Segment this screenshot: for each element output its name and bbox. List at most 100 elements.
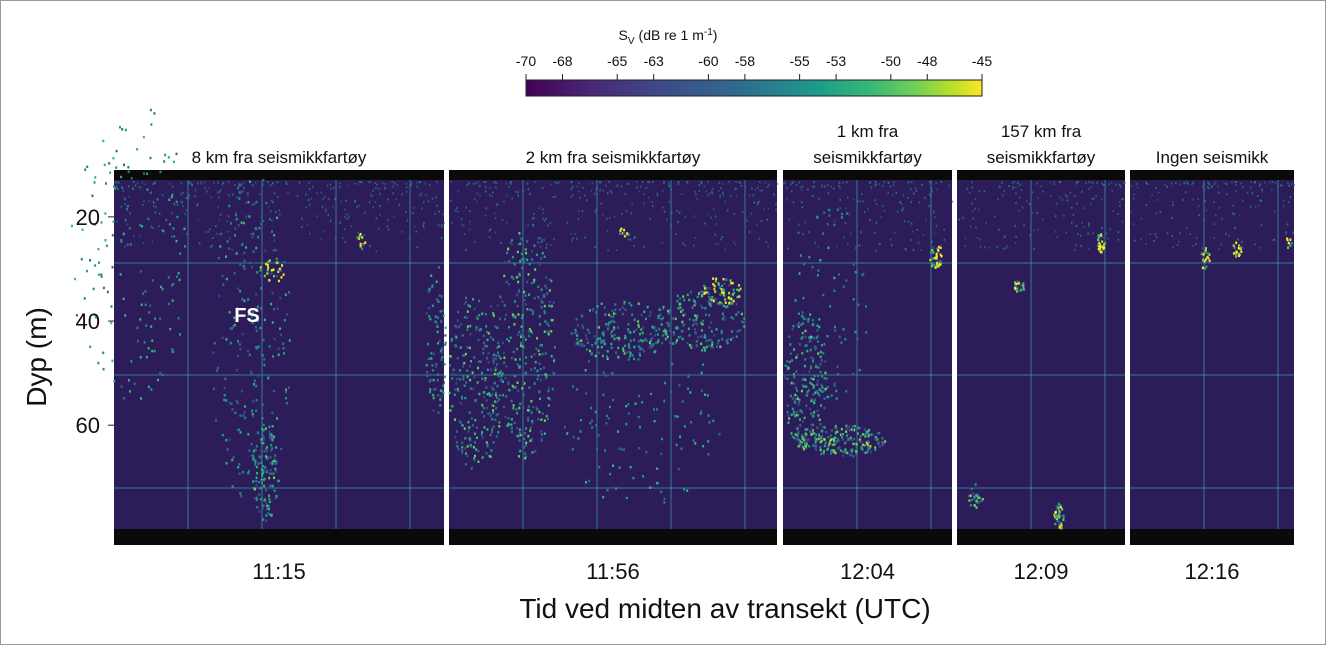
speckle	[1002, 247, 1005, 250]
speckle	[547, 397, 550, 400]
speckle	[707, 338, 710, 342]
speckle	[792, 382, 795, 385]
speckle	[545, 275, 548, 279]
speckle	[922, 234, 925, 237]
speckle	[818, 325, 821, 329]
speckle	[794, 393, 797, 397]
speckle	[216, 369, 219, 372]
speckle	[826, 447, 829, 451]
speckle	[613, 337, 616, 341]
speckle	[687, 327, 690, 330]
speckle	[684, 215, 687, 218]
speckle	[1088, 222, 1090, 225]
speckle	[588, 331, 591, 334]
speckle	[1033, 229, 1035, 232]
speckle	[666, 335, 669, 339]
speckle	[270, 472, 273, 475]
speckle	[479, 194, 481, 197]
speckle	[609, 472, 612, 476]
speckle	[252, 480, 255, 483]
speckle	[1241, 241, 1243, 244]
speckle	[474, 418, 477, 422]
speckle	[372, 206, 374, 209]
speckle	[676, 339, 679, 342]
speckle	[518, 402, 521, 406]
speckle	[536, 369, 539, 373]
speckle	[516, 381, 519, 385]
speckle	[455, 207, 458, 210]
speckle	[649, 217, 651, 220]
speckle	[521, 266, 524, 270]
speckle	[975, 506, 978, 509]
speckle	[524, 362, 527, 365]
speckle	[656, 194, 659, 197]
speckle	[463, 315, 466, 319]
speckle	[1201, 247, 1204, 250]
speckle	[235, 252, 238, 255]
speckle	[1058, 514, 1061, 517]
speckle	[485, 207, 488, 210]
speckle	[533, 217, 535, 220]
speckle	[515, 434, 518, 437]
speckle	[653, 408, 656, 411]
speckle	[496, 412, 499, 416]
speckle	[431, 285, 434, 288]
speckle	[528, 262, 531, 266]
speckle	[260, 461, 263, 464]
speckle	[810, 382, 813, 386]
speckle	[798, 398, 801, 402]
speckle	[792, 324, 795, 328]
speckle	[127, 170, 130, 174]
speckle	[1237, 252, 1240, 255]
speckle	[627, 343, 630, 346]
speckle	[818, 388, 821, 391]
speckle	[489, 194, 491, 197]
speckle	[252, 232, 255, 236]
speckle	[537, 237, 540, 240]
speckle	[495, 435, 498, 438]
speckle	[700, 181, 702, 184]
speckle	[623, 448, 626, 451]
speckle	[1242, 199, 1244, 202]
speckle	[821, 386, 824, 389]
speckle	[1207, 252, 1210, 255]
speckle	[633, 245, 635, 248]
surface-band	[114, 170, 444, 180]
speckle	[816, 426, 819, 430]
speckle	[639, 354, 642, 357]
speckle	[544, 373, 547, 376]
speckle	[272, 182, 274, 185]
speckle	[363, 243, 366, 247]
speckle	[344, 208, 346, 211]
speckle	[726, 209, 729, 212]
speckle	[493, 400, 496, 403]
speckle	[262, 469, 265, 472]
speckle	[261, 507, 264, 510]
speckle	[792, 201, 795, 204]
speckle	[115, 166, 118, 169]
speckle	[1055, 202, 1058, 205]
speckle	[723, 318, 726, 321]
speckle	[225, 438, 228, 442]
speckle	[801, 420, 804, 423]
speckle	[830, 442, 833, 446]
speckle	[632, 476, 635, 480]
speckle	[718, 181, 721, 184]
speckle	[812, 194, 814, 197]
speckle	[347, 217, 349, 220]
speckle	[838, 181, 841, 184]
speckle	[518, 273, 521, 277]
speckle	[1249, 205, 1252, 208]
speckle	[618, 336, 621, 340]
speckle	[112, 156, 115, 160]
speckle	[247, 192, 249, 195]
speckle	[1204, 251, 1207, 254]
speckle	[182, 191, 184, 194]
speckle	[240, 390, 243, 393]
speckle	[238, 463, 241, 466]
speckle	[140, 186, 142, 189]
speckle	[694, 328, 697, 331]
speckle	[495, 406, 498, 410]
speckle	[127, 165, 130, 169]
speckle	[194, 195, 196, 198]
